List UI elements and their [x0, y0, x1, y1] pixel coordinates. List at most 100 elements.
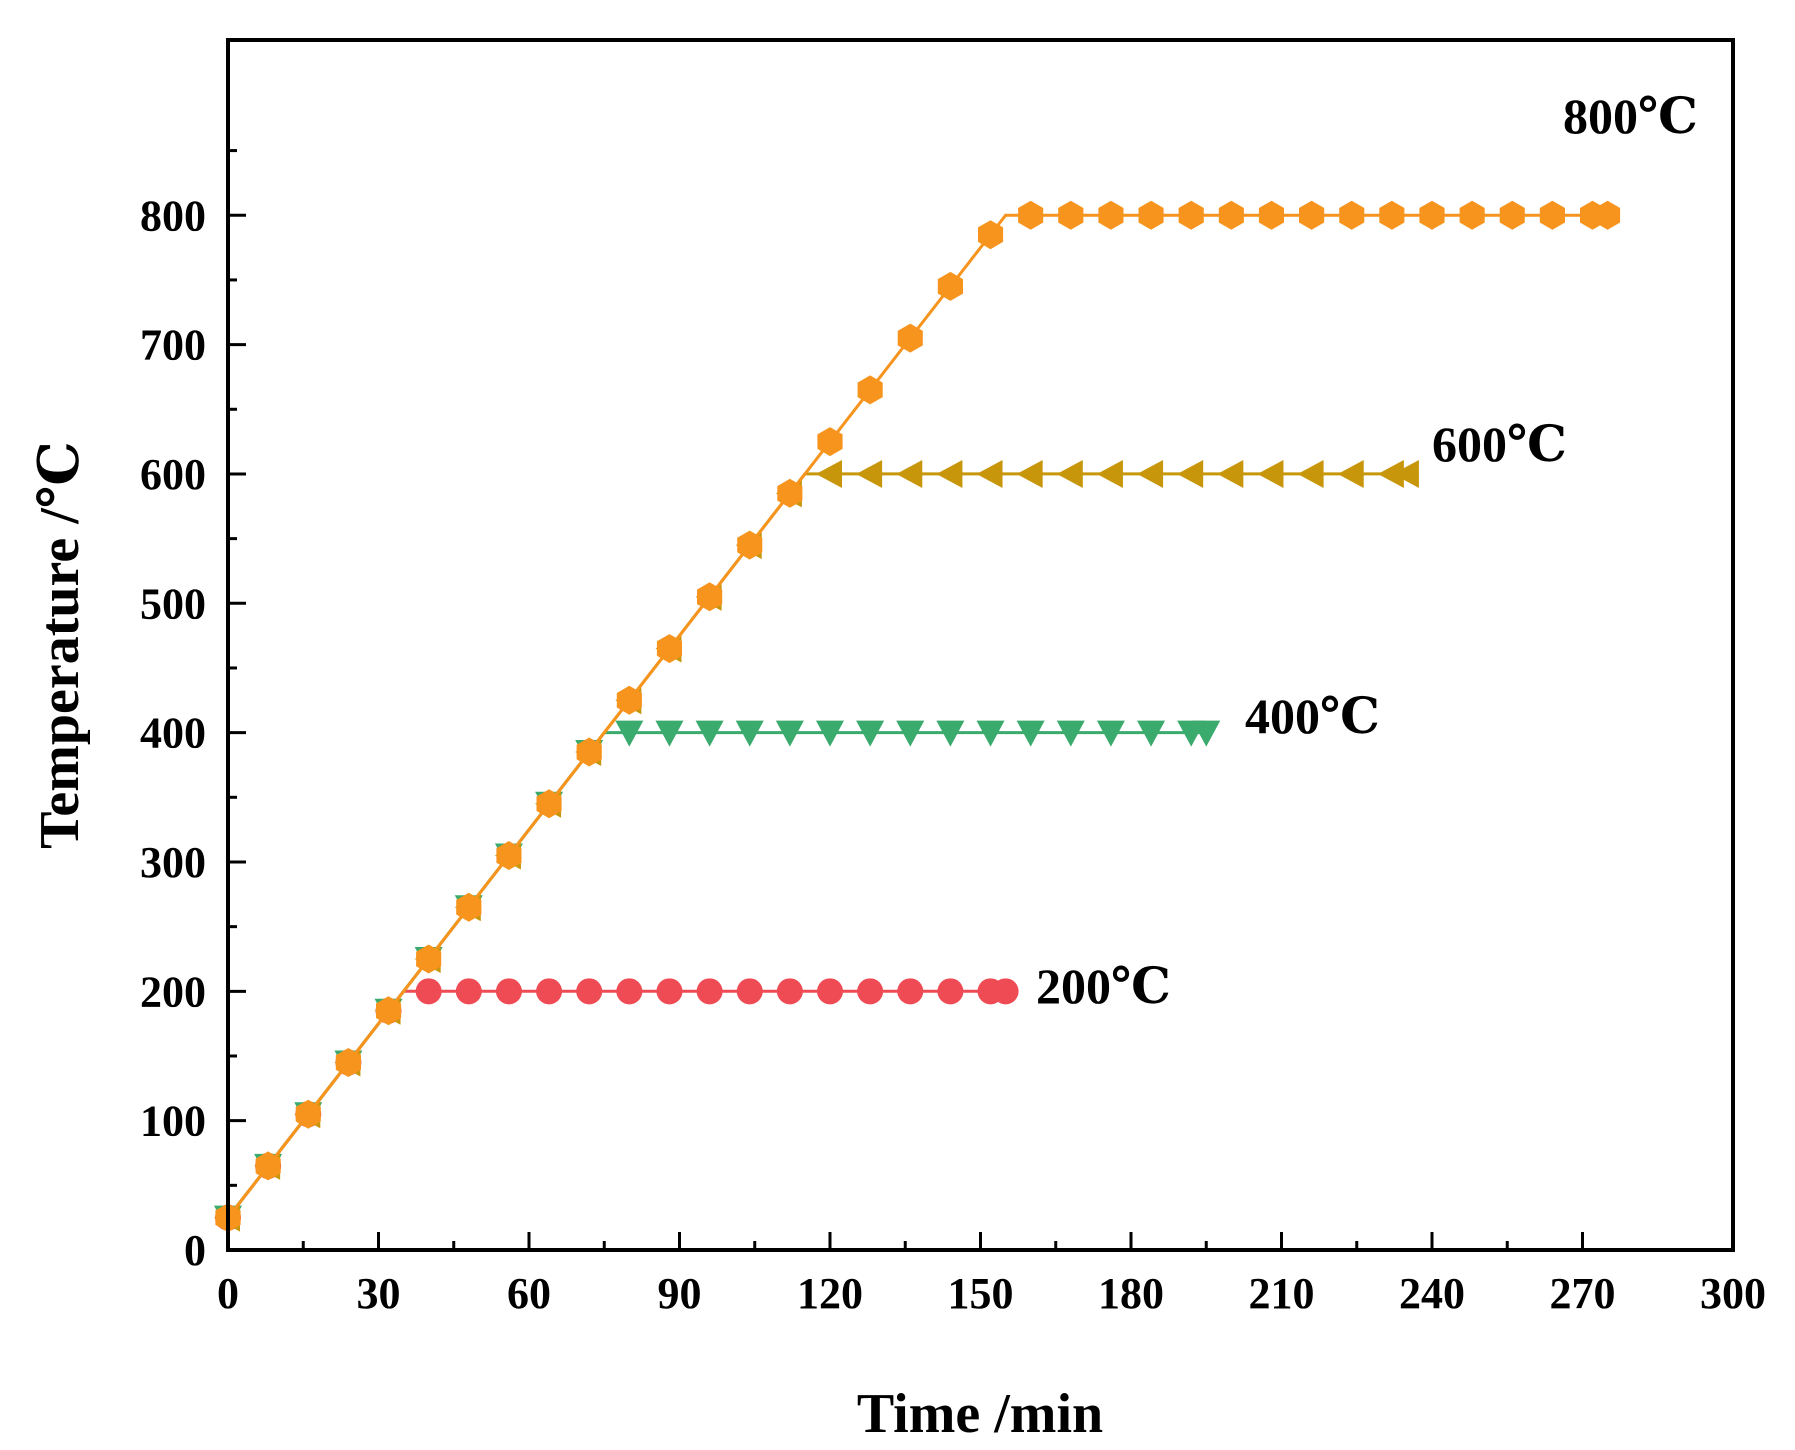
hexagon-marker [1379, 200, 1405, 230]
triangle-down-marker [615, 720, 644, 747]
triangle-left-marker [1096, 459, 1123, 488]
hexagon-marker [978, 220, 1004, 250]
hexagon-marker [335, 1048, 361, 1077]
x-tick-label: 270 [1550, 1269, 1616, 1318]
circle-marker [455, 978, 482, 1005]
hexagon-marker [1218, 200, 1244, 230]
triangle-left-marker [936, 459, 963, 488]
hexagon-marker [1499, 200, 1525, 230]
hexagon-marker [777, 478, 803, 508]
hexagon-marker [295, 1099, 321, 1129]
triangle-down-marker [1137, 720, 1166, 747]
triangle-down-marker [1192, 720, 1221, 747]
series-800-group [215, 200, 1621, 1233]
hexagon-marker [1178, 200, 1204, 230]
y-tick-label: 400 [140, 709, 206, 758]
hexagon-marker [1299, 200, 1325, 230]
series-labels: 200℃ 400℃ 600℃ 800℃ [1036, 88, 1698, 1014]
hexagon-marker [1018, 200, 1044, 230]
hexagon-marker [616, 685, 642, 715]
x-tick-label: 180 [1098, 1269, 1164, 1318]
triangle-left-marker [1177, 459, 1204, 488]
hexagon-marker [376, 996, 402, 1026]
series-line [226, 213, 1608, 1219]
x-tick-label: 210 [1249, 1269, 1315, 1318]
x-tick-label: 30 [357, 1269, 401, 1318]
y-tick-label: 500 [140, 579, 206, 628]
hexagon-marker [897, 323, 923, 353]
circle-marker [857, 978, 884, 1005]
y-tick-label: 600 [140, 450, 206, 499]
circle-marker [536, 978, 563, 1005]
series-label-400: 400℃ [1245, 688, 1380, 744]
plot-marks [214, 200, 1621, 1233]
hexagon-marker [737, 530, 763, 560]
triangle-left-marker [1217, 459, 1244, 488]
y-tick-label: 800 [140, 191, 206, 240]
x-tick-label: 120 [797, 1269, 863, 1318]
triangle-down-marker [1016, 720, 1045, 747]
x-tick-label: 150 [948, 1269, 1014, 1318]
y-tick-label: 700 [140, 321, 206, 370]
hexagon-marker [1459, 200, 1485, 230]
triangle-left-marker [1016, 459, 1043, 488]
triangle-left-marker [1257, 459, 1284, 488]
series-label-600: 600℃ [1432, 416, 1567, 472]
triangle-left-marker [1337, 459, 1364, 488]
circle-marker [415, 978, 442, 1005]
triangle-down-marker [1056, 720, 1085, 747]
triangle-left-marker [1137, 459, 1164, 488]
y-tick-label: 100 [140, 1097, 206, 1146]
triangle-left-marker [896, 459, 923, 488]
hexagon-marker [1258, 200, 1284, 230]
hexagon-marker [1098, 200, 1124, 230]
hexagon-marker [536, 789, 562, 819]
triangle-down-marker [896, 720, 925, 747]
circle-marker [616, 978, 643, 1005]
triangle-down-marker [775, 720, 804, 747]
hexagon-marker [1339, 200, 1365, 230]
y-tick-label: 0 [184, 1226, 206, 1275]
triangle-down-marker [1096, 720, 1125, 747]
triangle-left-marker [816, 459, 842, 488]
hexagon-marker [456, 892, 482, 922]
circle-marker [776, 978, 803, 1005]
triangle-down-marker [976, 720, 1005, 747]
triangle-down-marker [936, 720, 965, 747]
hexagon-marker [576, 737, 602, 767]
x-axis-title: Time /min [857, 1383, 1103, 1445]
triangle-left-marker [856, 459, 883, 488]
triangle-down-marker [816, 720, 844, 747]
circle-marker [696, 978, 723, 1005]
hexagon-marker [857, 375, 883, 405]
triangle-left-marker [1297, 459, 1324, 488]
triangle-left-marker [1056, 459, 1083, 488]
hexagon-marker [255, 1151, 281, 1181]
x-tick-label: 300 [1700, 1269, 1766, 1318]
hexagon-marker [1419, 200, 1445, 230]
circle-marker [736, 978, 763, 1005]
circle-marker [992, 978, 1019, 1005]
triangle-down-marker [856, 720, 885, 747]
hexagon-marker [817, 427, 843, 457]
hexagon-marker [1595, 200, 1621, 230]
triangle-left-marker [1377, 459, 1404, 488]
series-label-800: 800℃ [1563, 88, 1698, 144]
triangle-left-marker [976, 459, 1003, 488]
triangle-down-marker [655, 720, 684, 747]
hexagon-marker [1058, 200, 1084, 230]
x-tick-label: 90 [658, 1269, 702, 1318]
series-label-200: 200℃ [1036, 958, 1171, 1014]
x-tick-label: 60 [507, 1269, 551, 1318]
circle-marker [656, 978, 683, 1005]
y-axis-title: Temperature /℃ [29, 441, 91, 849]
hexagon-marker [416, 944, 442, 974]
circle-marker [937, 978, 964, 1005]
y-tick-label: 300 [140, 838, 206, 887]
hexagon-marker [697, 582, 723, 612]
triangle-left-marker [1392, 459, 1419, 488]
hexagon-marker [937, 271, 963, 301]
circle-marker [817, 978, 843, 1005]
